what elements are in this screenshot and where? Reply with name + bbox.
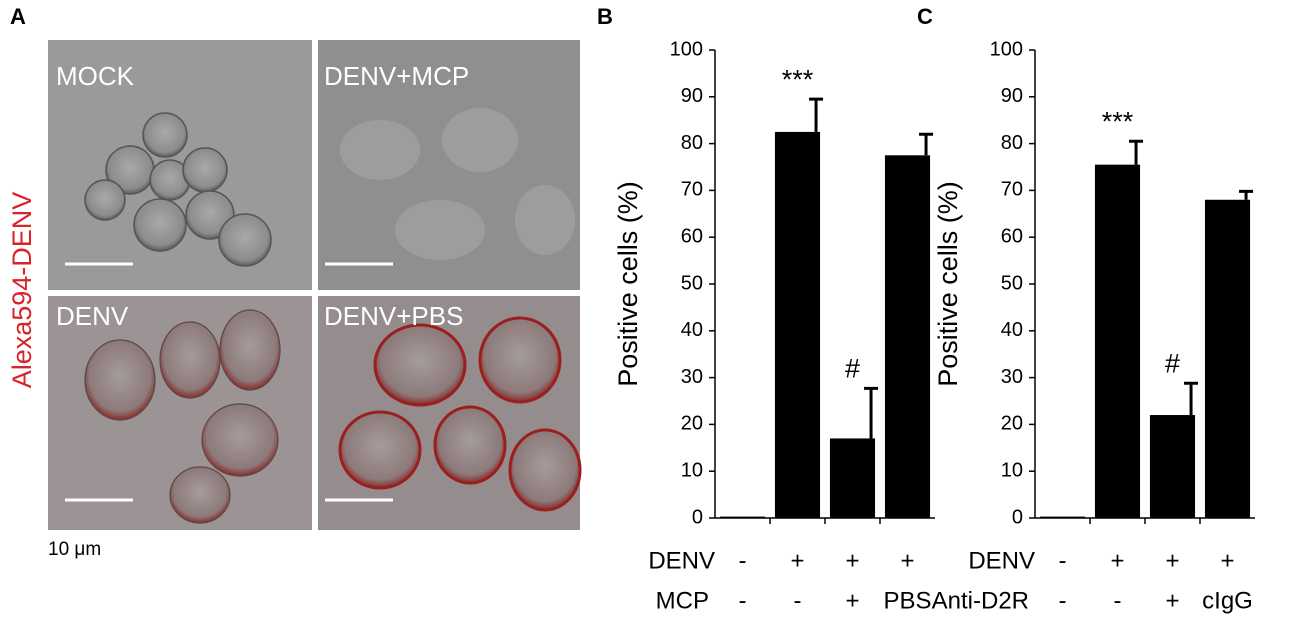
y-tick-label: 80 — [1001, 132, 1023, 154]
panel-label: B — [597, 4, 613, 29]
y-tick-label: 50 — [1001, 272, 1023, 294]
x-tick-label: + — [1110, 547, 1124, 574]
y-tick-label: 90 — [1001, 85, 1023, 107]
x-tick-label: - — [794, 587, 802, 614]
annotation: *** — [1102, 106, 1134, 136]
x-tick-label: cIgG — [1202, 587, 1253, 614]
micrograph — [318, 40, 580, 290]
y-tick-label: 0 — [1012, 506, 1023, 528]
y-tick-label: 70 — [681, 179, 703, 201]
y-tick-label: 50 — [681, 272, 703, 294]
y-tick-label: 90 — [681, 85, 703, 107]
y-tick-label: 100 — [990, 38, 1023, 60]
x-tick-label: + — [900, 547, 914, 574]
x-tick-label: + — [845, 587, 859, 614]
x-tick-label: PBS — [883, 587, 931, 614]
error-bar — [919, 132, 934, 156]
panel-label: C — [917, 4, 933, 29]
error-bar — [864, 386, 879, 439]
side-label: Alexa594-DENV — [7, 192, 37, 389]
annotation: # — [845, 353, 860, 383]
row-label: MCP — [656, 587, 709, 614]
image-label: DENV — [56, 301, 129, 331]
x-tick-label: + — [1220, 547, 1234, 574]
y-tick-label: 100 — [670, 38, 703, 60]
error-bar — [809, 97, 824, 132]
annotation: # — [1165, 348, 1180, 378]
bar — [1149, 415, 1196, 518]
y-tick-label: 40 — [1001, 319, 1023, 341]
x-tick-label: + — [790, 547, 804, 574]
bar — [884, 155, 931, 519]
error-bar — [1129, 139, 1144, 165]
panel-label: A — [10, 4, 26, 29]
x-tick-label: - — [1059, 587, 1067, 614]
y-tick-label: 60 — [681, 225, 703, 247]
x-tick-label: - — [1114, 587, 1122, 614]
y-axis-label: Positive cells (%) — [933, 181, 963, 387]
error-bar — [1239, 189, 1254, 200]
y-tick-label: 30 — [681, 366, 703, 388]
row-label: Anti-D2R — [932, 587, 1029, 614]
y-tick-label: 60 — [1001, 225, 1023, 247]
y-tick-label: 30 — [1001, 366, 1023, 388]
y-tick-label: 70 — [1001, 179, 1023, 201]
row-label: DENV — [648, 547, 715, 574]
bar — [774, 131, 821, 518]
micrograph — [48, 40, 312, 290]
image-label: DENV+PBS — [324, 301, 463, 331]
error-bar — [1184, 381, 1199, 416]
micrograph — [48, 296, 312, 530]
image-label: MOCK — [56, 61, 135, 91]
y-tick-label: 10 — [1001, 459, 1023, 481]
y-tick-label: 40 — [681, 319, 703, 341]
y-tick-label: 0 — [692, 506, 703, 528]
y-tick-label: 20 — [681, 413, 703, 435]
bar — [829, 438, 876, 518]
x-tick-label: - — [1059, 547, 1067, 574]
scale-bar — [65, 262, 393, 502]
bar — [1094, 164, 1141, 518]
scale-label: 10 μm — [48, 539, 101, 560]
y-tick-label: 10 — [681, 459, 703, 481]
bar — [1039, 516, 1086, 518]
x-tick-label: + — [1165, 587, 1179, 614]
image-label: DENV+MCP — [324, 61, 469, 91]
x-tick-label: - — [739, 547, 747, 574]
x-tick-label: + — [1165, 547, 1179, 574]
x-tick-label: + — [845, 547, 859, 574]
x-tick-label: - — [739, 587, 747, 614]
y-tick-label: 80 — [681, 132, 703, 154]
y-tick-label: 20 — [1001, 413, 1023, 435]
bar — [1204, 199, 1251, 518]
annotation: *** — [782, 64, 814, 94]
bar — [719, 516, 766, 518]
y-axis-label: Positive cells (%) — [613, 181, 643, 387]
row-label: DENV — [968, 547, 1035, 574]
micrograph — [318, 296, 582, 530]
